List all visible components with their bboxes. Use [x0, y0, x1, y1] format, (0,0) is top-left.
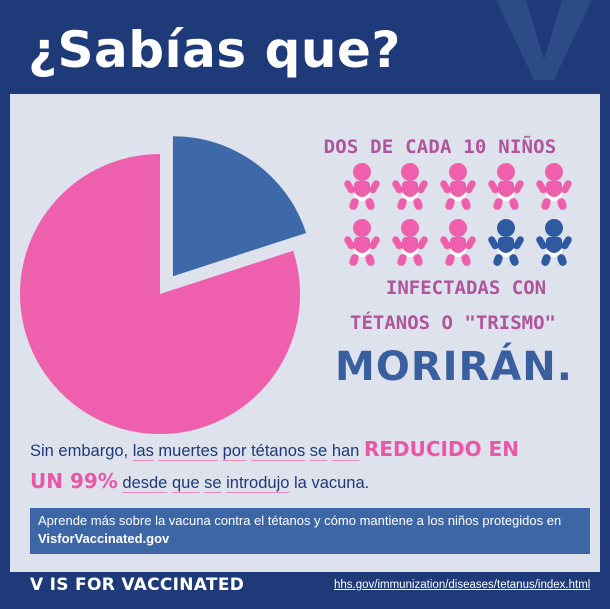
stat-will-die: MORIRÁN.: [335, 344, 573, 390]
text-segment: desde: [122, 474, 168, 492]
pie-slice-large: [20, 154, 301, 434]
text-segment: por: [222, 442, 247, 460]
page-title: ¿Sabías que?: [28, 21, 401, 79]
baby-icon-blue: [536, 219, 572, 266]
baby-icon-pink: [536, 163, 572, 210]
pie-slice-small: [172, 136, 307, 277]
text-segment: han: [331, 442, 360, 460]
highlight-reduced: REDUCIDO EN: [363, 437, 519, 461]
baby-icon-blue: [488, 219, 524, 266]
baby-icon-pink: [488, 163, 524, 210]
deaths-reduced-text: Sin embargo, las muertes por tétanos se …: [30, 434, 590, 498]
baby-icon-grid: [344, 163, 572, 266]
text-segment: se: [204, 474, 222, 492]
baby-icon-pink: [344, 163, 380, 210]
baby-icon-pink: [440, 219, 476, 266]
text-segment: muertes: [158, 442, 219, 460]
footer-url-link[interactable]: hhs.gov/immunization/diseases/tetanus/in…: [334, 579, 591, 591]
baby-icon-pink: [344, 219, 380, 266]
text-segment: que: [171, 474, 200, 492]
baby-icon-pink: [392, 219, 428, 266]
stat-infected-line: INFECTADAS CON: [385, 277, 547, 299]
content-panel: DOS DE CADA 10 NIÑOS INFECTADAS CON TÉTA…: [10, 94, 600, 572]
pie-chart: [20, 136, 307, 434]
baby-icon-pink: [392, 163, 428, 210]
text-segment: introdujo: [226, 474, 290, 492]
info-box: Aprende más sobre la vacuna contra el té…: [30, 508, 590, 554]
text-segment: se: [309, 442, 328, 460]
stat-headline: DOS DE CADA 10 NIÑOS: [323, 136, 557, 158]
header-banner: ¿Sabías que?: [0, 0, 610, 94]
info-text: Aprende más sobre la vacuna contra el té…: [38, 512, 586, 548]
info-sentence: Aprende más sobre la vacuna contra el té…: [38, 513, 562, 528]
v-logo-icon: [496, 0, 592, 80]
baby-icon-pink: [440, 163, 476, 210]
stat-tetanus-line: TÉTANOS O "TRISMO": [350, 312, 556, 334]
highlight-percentage: UN 99%: [30, 469, 118, 493]
footer-brand: V IS FOR VACCINATED: [30, 575, 245, 595]
text-segment: Sin embargo,: [30, 442, 133, 460]
text-segment: las: [132, 442, 154, 460]
text-segment: tétanos: [251, 442, 306, 460]
info-link[interactable]: VisforVaccinated.gov: [38, 531, 170, 546]
text-segment: la vacuna.: [294, 474, 370, 492]
